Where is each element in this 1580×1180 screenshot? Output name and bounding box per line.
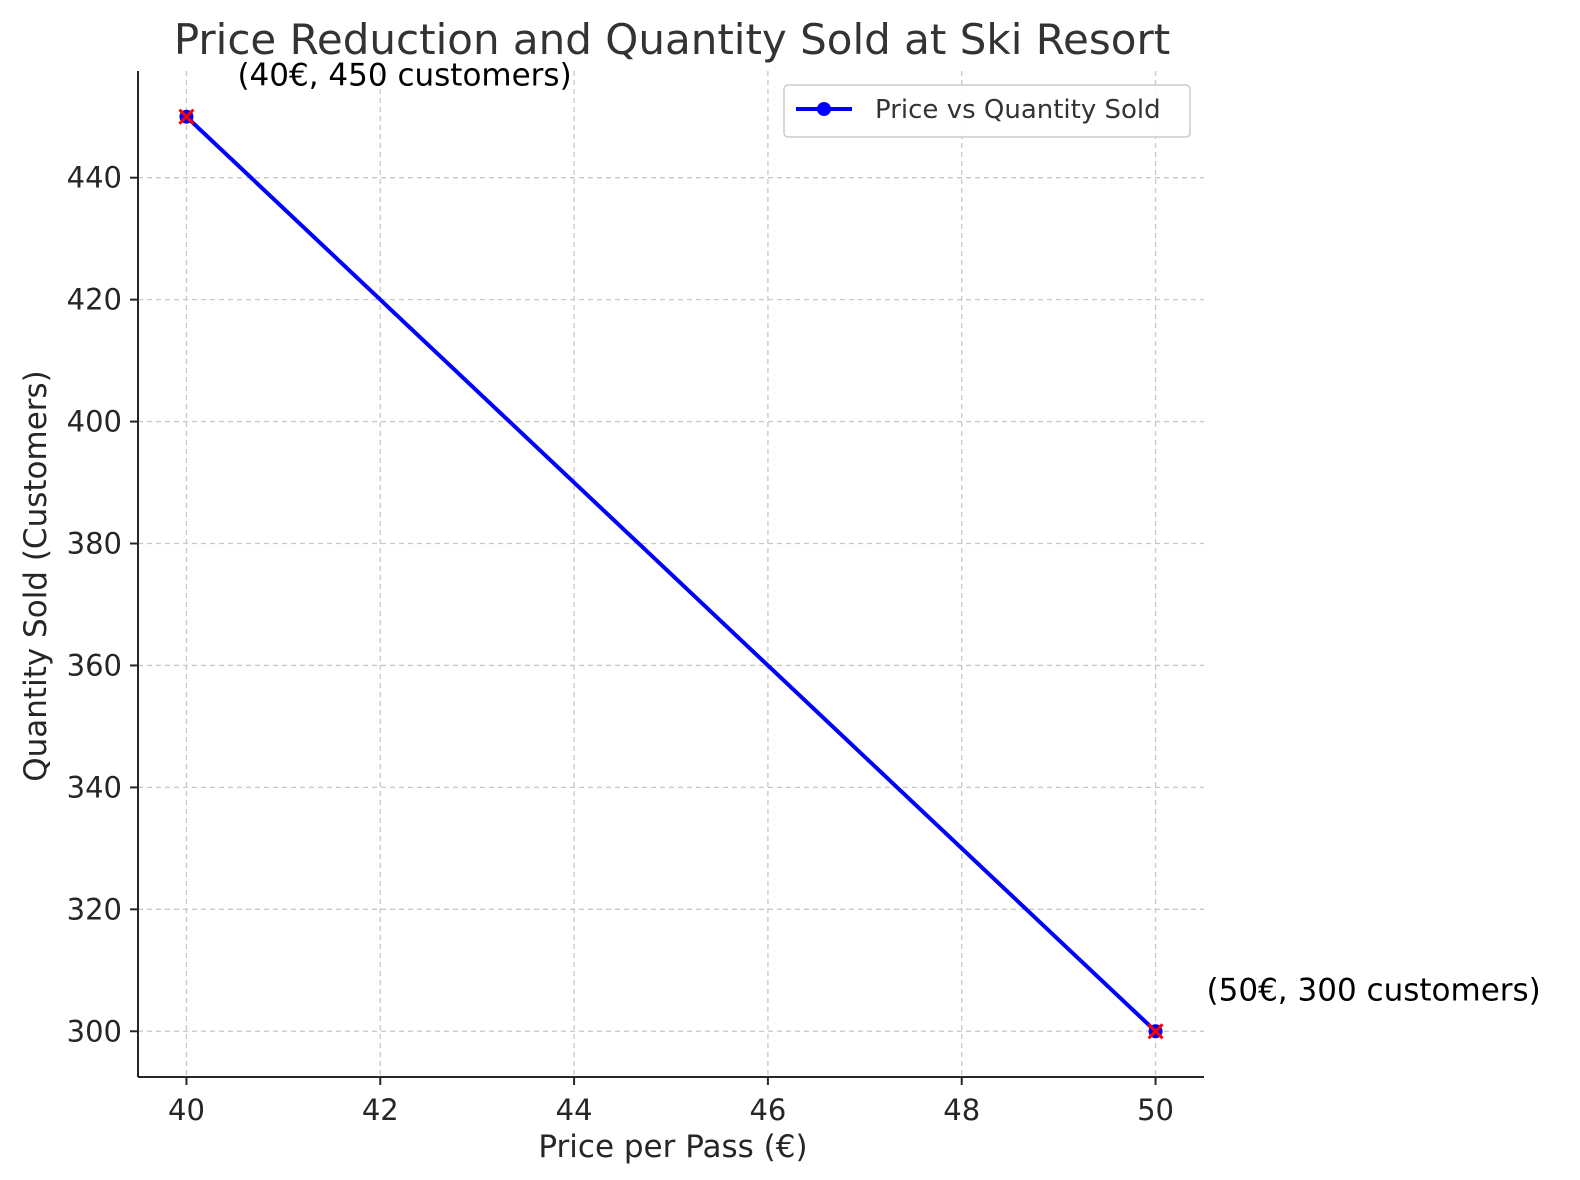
y-tick-label: 360	[67, 648, 122, 682]
highlight-marker	[178, 108, 195, 125]
y-tick-label: 320	[67, 892, 122, 926]
grid-lines	[138, 71, 1204, 1077]
legend-marker-swatch	[817, 102, 831, 116]
x-tick-label: 50	[1137, 1093, 1174, 1127]
axes: 40 42 44 46 48 50 300 320 340 360 380 400 420 440	[67, 71, 1204, 1127]
y-axis-label: Quantity Sold (Customers)	[18, 370, 54, 782]
x-tick-label: 48	[943, 1093, 980, 1127]
x-tick-label: 46	[749, 1093, 786, 1127]
legend-frame	[783, 84, 1191, 138]
x-tick-label: 42	[362, 1093, 399, 1127]
x-marker-stroke	[1147, 1023, 1164, 1040]
data-label: (40€, 450 customers)	[237, 58, 571, 94]
y-tick-label: 340	[67, 770, 122, 804]
y-tick-label: 440	[67, 161, 122, 195]
y-tick-label: 300	[67, 1014, 122, 1048]
series-layer	[178, 108, 1164, 1040]
highlight-marker	[1147, 1023, 1164, 1040]
chart-title: Price Reduction and Quantity Sold at Ski…	[174, 15, 1170, 64]
y-tick-label: 380	[67, 527, 122, 561]
y-tick-label: 420	[67, 283, 122, 317]
data-label: (50€, 300 customers)	[1207, 972, 1541, 1008]
annotations: (40€, 450 customers) (50€, 300 customers)	[237, 58, 1540, 1009]
y-tick-label: 400	[67, 405, 122, 439]
x-tick-label: 44	[556, 1093, 593, 1127]
x-axis-label: Price per Pass (€)	[538, 1129, 807, 1165]
legend-label: Price vs Quantity Sold	[875, 95, 1161, 125]
legend: Price vs Quantity Sold	[783, 84, 1191, 138]
x-marker-stroke	[178, 108, 195, 125]
series-line	[185, 115, 1157, 1033]
x-tick-label: 40	[168, 1093, 205, 1127]
